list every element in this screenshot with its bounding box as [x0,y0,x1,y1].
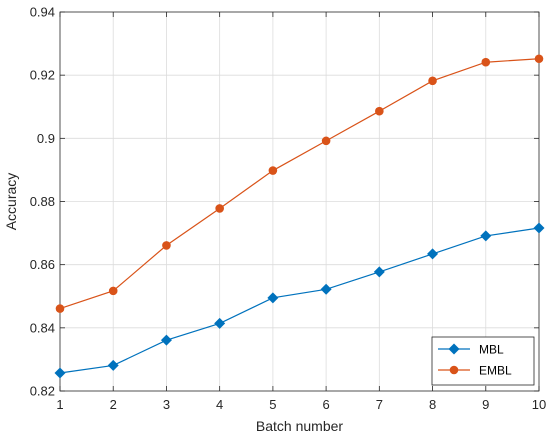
x-tick-label: 1 [56,397,63,412]
data-point-mbl [373,266,385,278]
grid [60,12,539,391]
x-tick-label: 6 [322,397,329,412]
series [54,54,545,379]
x-tick-label: 2 [110,397,117,412]
data-point-mbl [320,283,332,295]
y-axis-label: Accuracy [3,173,19,231]
x-axis-label: Batch number [256,418,343,434]
data-point-embl [321,136,331,146]
legend-marker-0 [448,343,460,355]
x-tick-label: 7 [376,397,383,412]
legend-entry-0: MBL [438,343,504,357]
y-tick-label: 0.94 [30,5,55,20]
data-point-embl [215,204,224,213]
y-tick-label: 0.82 [30,384,55,399]
data-point-mbl [480,230,492,242]
x-tick-label: 10 [532,397,546,412]
legend-label-0: MBL [479,343,504,357]
legend-label-1: EMBL [479,364,512,378]
data-point-mbl [214,317,226,329]
series-line-mbl [59,227,540,374]
data-point-mbl [160,334,172,346]
legend-box [431,336,535,386]
y-tick-label: 0.88 [30,194,55,209]
data-point-mbl [533,222,545,234]
y-tick-label: 0.92 [30,68,55,83]
y-tick-label: 0.86 [30,257,55,272]
legend-entry-1: EMBL [438,364,512,378]
x-tick-label: 3 [163,397,170,412]
x-tick-label: 9 [482,397,489,412]
y-tick-label: 0.84 [30,320,55,335]
data-point-embl [55,304,65,313]
series-embl [55,54,544,313]
x-tick-label: 4 [216,397,223,412]
x-tick-label: 8 [429,397,436,412]
series-mbl [54,222,545,379]
data-point-embl [108,286,118,296]
data-point-embl [375,106,384,116]
data-point-embl [481,57,491,67]
data-point-mbl [427,248,439,260]
series-line-embl [59,58,540,310]
y-tick-label: 0.9 [37,131,55,146]
data-point-embl [162,241,171,250]
ticks: 1 2 3 4 5 6 7 8 9 10 0.82 0.84 0.86 0.88 0.9 0.92 0.94 [30,5,547,413]
data-point-mbl [54,367,66,379]
data-point-embl [268,166,278,175]
legend-marker-1 [449,365,459,375]
data-point-mbl [267,292,279,304]
legend: MBL EMBL [431,336,535,386]
data-point-mbl [107,359,119,371]
data-point-embl [428,76,437,86]
x-tick-label: 5 [269,397,276,412]
data-point-embl [534,54,544,64]
